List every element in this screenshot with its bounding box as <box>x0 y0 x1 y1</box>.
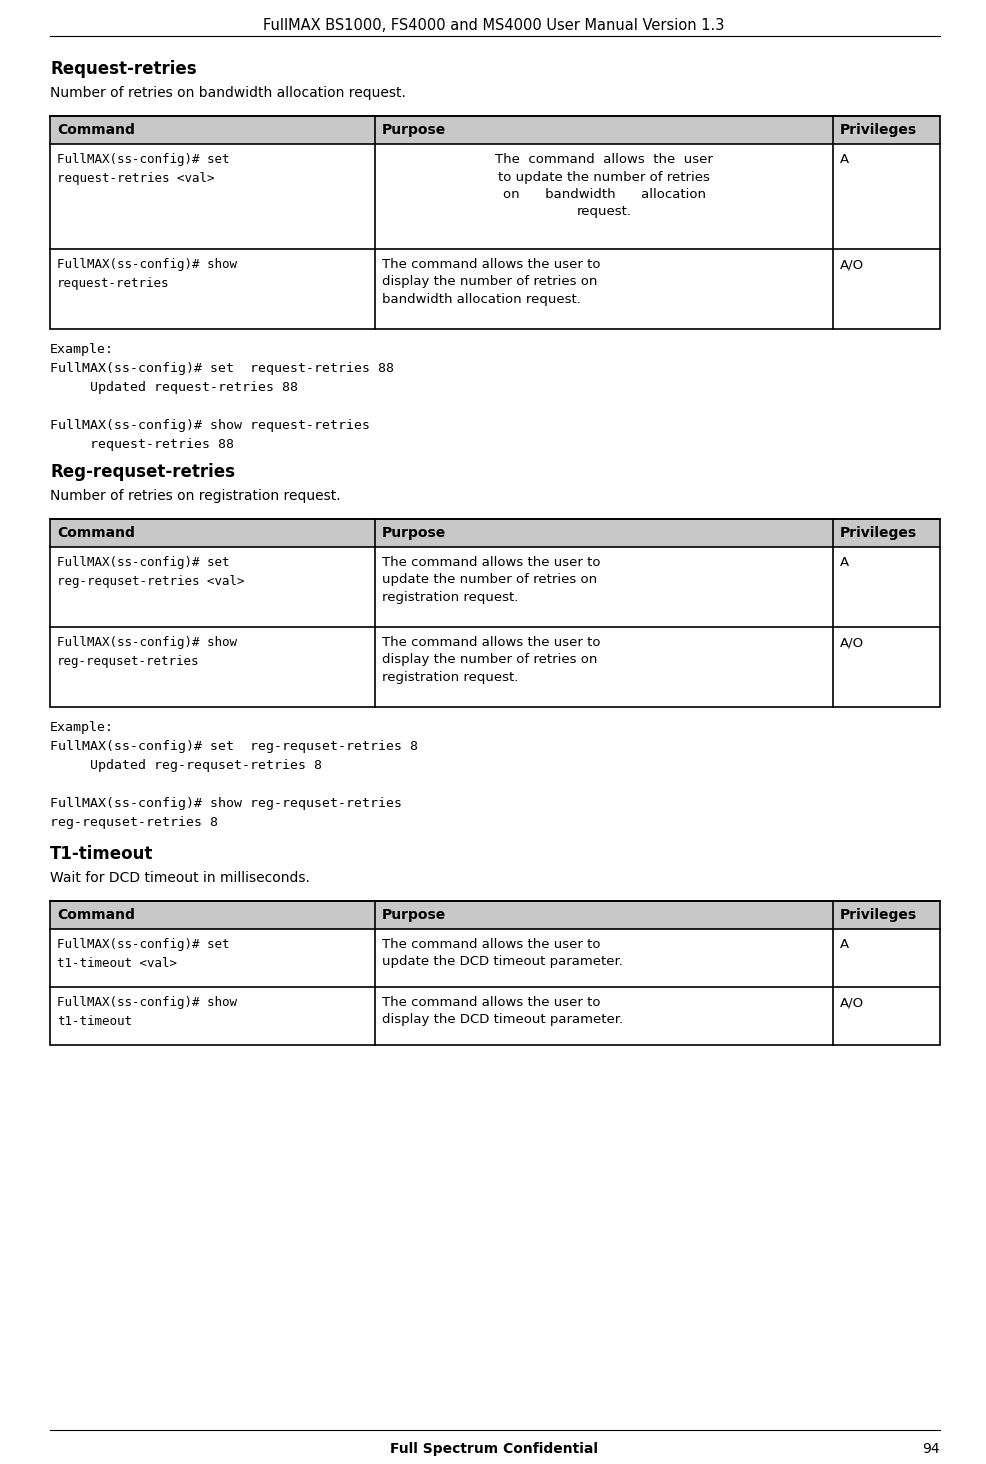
Text: Example:: Example: <box>50 720 114 733</box>
Bar <box>50 143 939 249</box>
Text: Reg-requset-retries: Reg-requset-retries <box>50 463 235 482</box>
Text: A/O: A/O <box>839 996 864 1009</box>
Text: Number of retries on bandwidth allocation request.: Number of retries on bandwidth allocatio… <box>50 86 405 100</box>
Text: request-retries 88: request-retries 88 <box>50 438 234 451</box>
Text: The command allows the user to
update the number of retries on
registration requ: The command allows the user to update th… <box>382 556 599 605</box>
Bar <box>50 116 939 143</box>
Text: Privileges: Privileges <box>839 908 916 922</box>
Text: The command allows the user to
display the number of retries on
registration req: The command allows the user to display t… <box>382 635 599 684</box>
Bar <box>50 930 939 987</box>
Text: FullMAX(ss-config)# set
request-retries <val>: FullMAX(ss-config)# set request-retries … <box>57 154 230 184</box>
Text: Wait for DCD timeout in milliseconds.: Wait for DCD timeout in milliseconds. <box>50 871 310 886</box>
Text: FullMAX(ss-config)# set  reg-requset-retries 8: FullMAX(ss-config)# set reg-requset-retr… <box>50 739 418 752</box>
Text: The  command  allows  the  user
to update the number of retries
on      bandwidt: The command allows the user to update th… <box>495 154 712 218</box>
Text: A/O: A/O <box>839 258 864 271</box>
Bar <box>50 900 939 1045</box>
Text: FullMAX(ss-config)# show
reg-requset-retries: FullMAX(ss-config)# show reg-requset-ret… <box>57 635 237 668</box>
Text: Full Spectrum Confidential: Full Spectrum Confidential <box>389 1442 597 1457</box>
Text: A: A <box>839 938 849 952</box>
Text: Purpose: Purpose <box>382 123 446 138</box>
Bar <box>50 987 939 1045</box>
Text: A: A <box>839 556 849 569</box>
Text: reg-requset-retries 8: reg-requset-retries 8 <box>50 815 218 829</box>
Bar <box>50 520 939 707</box>
Text: A/O: A/O <box>839 635 864 649</box>
Text: The command allows the user to
display the DCD timeout parameter.: The command allows the user to display t… <box>382 996 622 1026</box>
Text: Purpose: Purpose <box>382 526 446 540</box>
Text: Command: Command <box>57 908 135 922</box>
Bar <box>50 520 939 548</box>
Text: FullMAX BS1000, FS4000 and MS4000 User Manual Version 1.3: FullMAX BS1000, FS4000 and MS4000 User M… <box>262 18 724 34</box>
Text: Purpose: Purpose <box>382 908 446 922</box>
Text: Updated request-retries 88: Updated request-retries 88 <box>50 381 298 394</box>
Text: Request-retries: Request-retries <box>50 60 196 78</box>
Text: Example:: Example: <box>50 343 114 356</box>
Bar <box>50 116 939 329</box>
Text: FullMAX(ss-config)# set
t1-timeout <val>: FullMAX(ss-config)# set t1-timeout <val> <box>57 938 230 971</box>
Text: A: A <box>839 154 849 165</box>
Text: Number of retries on registration request.: Number of retries on registration reques… <box>50 489 340 504</box>
Text: Privileges: Privileges <box>839 526 916 540</box>
Text: FullMAX(ss-config)# set  request-retries 88: FullMAX(ss-config)# set request-retries … <box>50 362 393 375</box>
Bar <box>50 627 939 707</box>
Text: T1-timeout: T1-timeout <box>50 845 153 862</box>
Text: The command allows the user to
update the DCD timeout parameter.: The command allows the user to update th… <box>382 938 622 969</box>
Text: 94: 94 <box>922 1442 939 1457</box>
Text: The command allows the user to
display the number of retries on
bandwidth alloca: The command allows the user to display t… <box>382 258 599 306</box>
Text: FullMAX(ss-config)# show reg-requset-retries: FullMAX(ss-config)# show reg-requset-ret… <box>50 796 401 810</box>
Text: Privileges: Privileges <box>839 123 916 138</box>
Text: Updated reg-requset-retries 8: Updated reg-requset-retries 8 <box>50 758 321 772</box>
Bar <box>50 900 939 930</box>
Text: Command: Command <box>57 526 135 540</box>
Text: FullMAX(ss-config)# set
reg-requset-retries <val>: FullMAX(ss-config)# set reg-requset-retr… <box>57 556 245 589</box>
Text: Command: Command <box>57 123 135 138</box>
Text: FullMAX(ss-config)# show request-retries: FullMAX(ss-config)# show request-retries <box>50 419 370 432</box>
Bar <box>50 249 939 329</box>
Text: FullMAX(ss-config)# show
t1-timeout: FullMAX(ss-config)# show t1-timeout <box>57 996 237 1028</box>
Text: FullMAX(ss-config)# show
request-retries: FullMAX(ss-config)# show request-retries <box>57 258 237 290</box>
Bar <box>50 548 939 627</box>
